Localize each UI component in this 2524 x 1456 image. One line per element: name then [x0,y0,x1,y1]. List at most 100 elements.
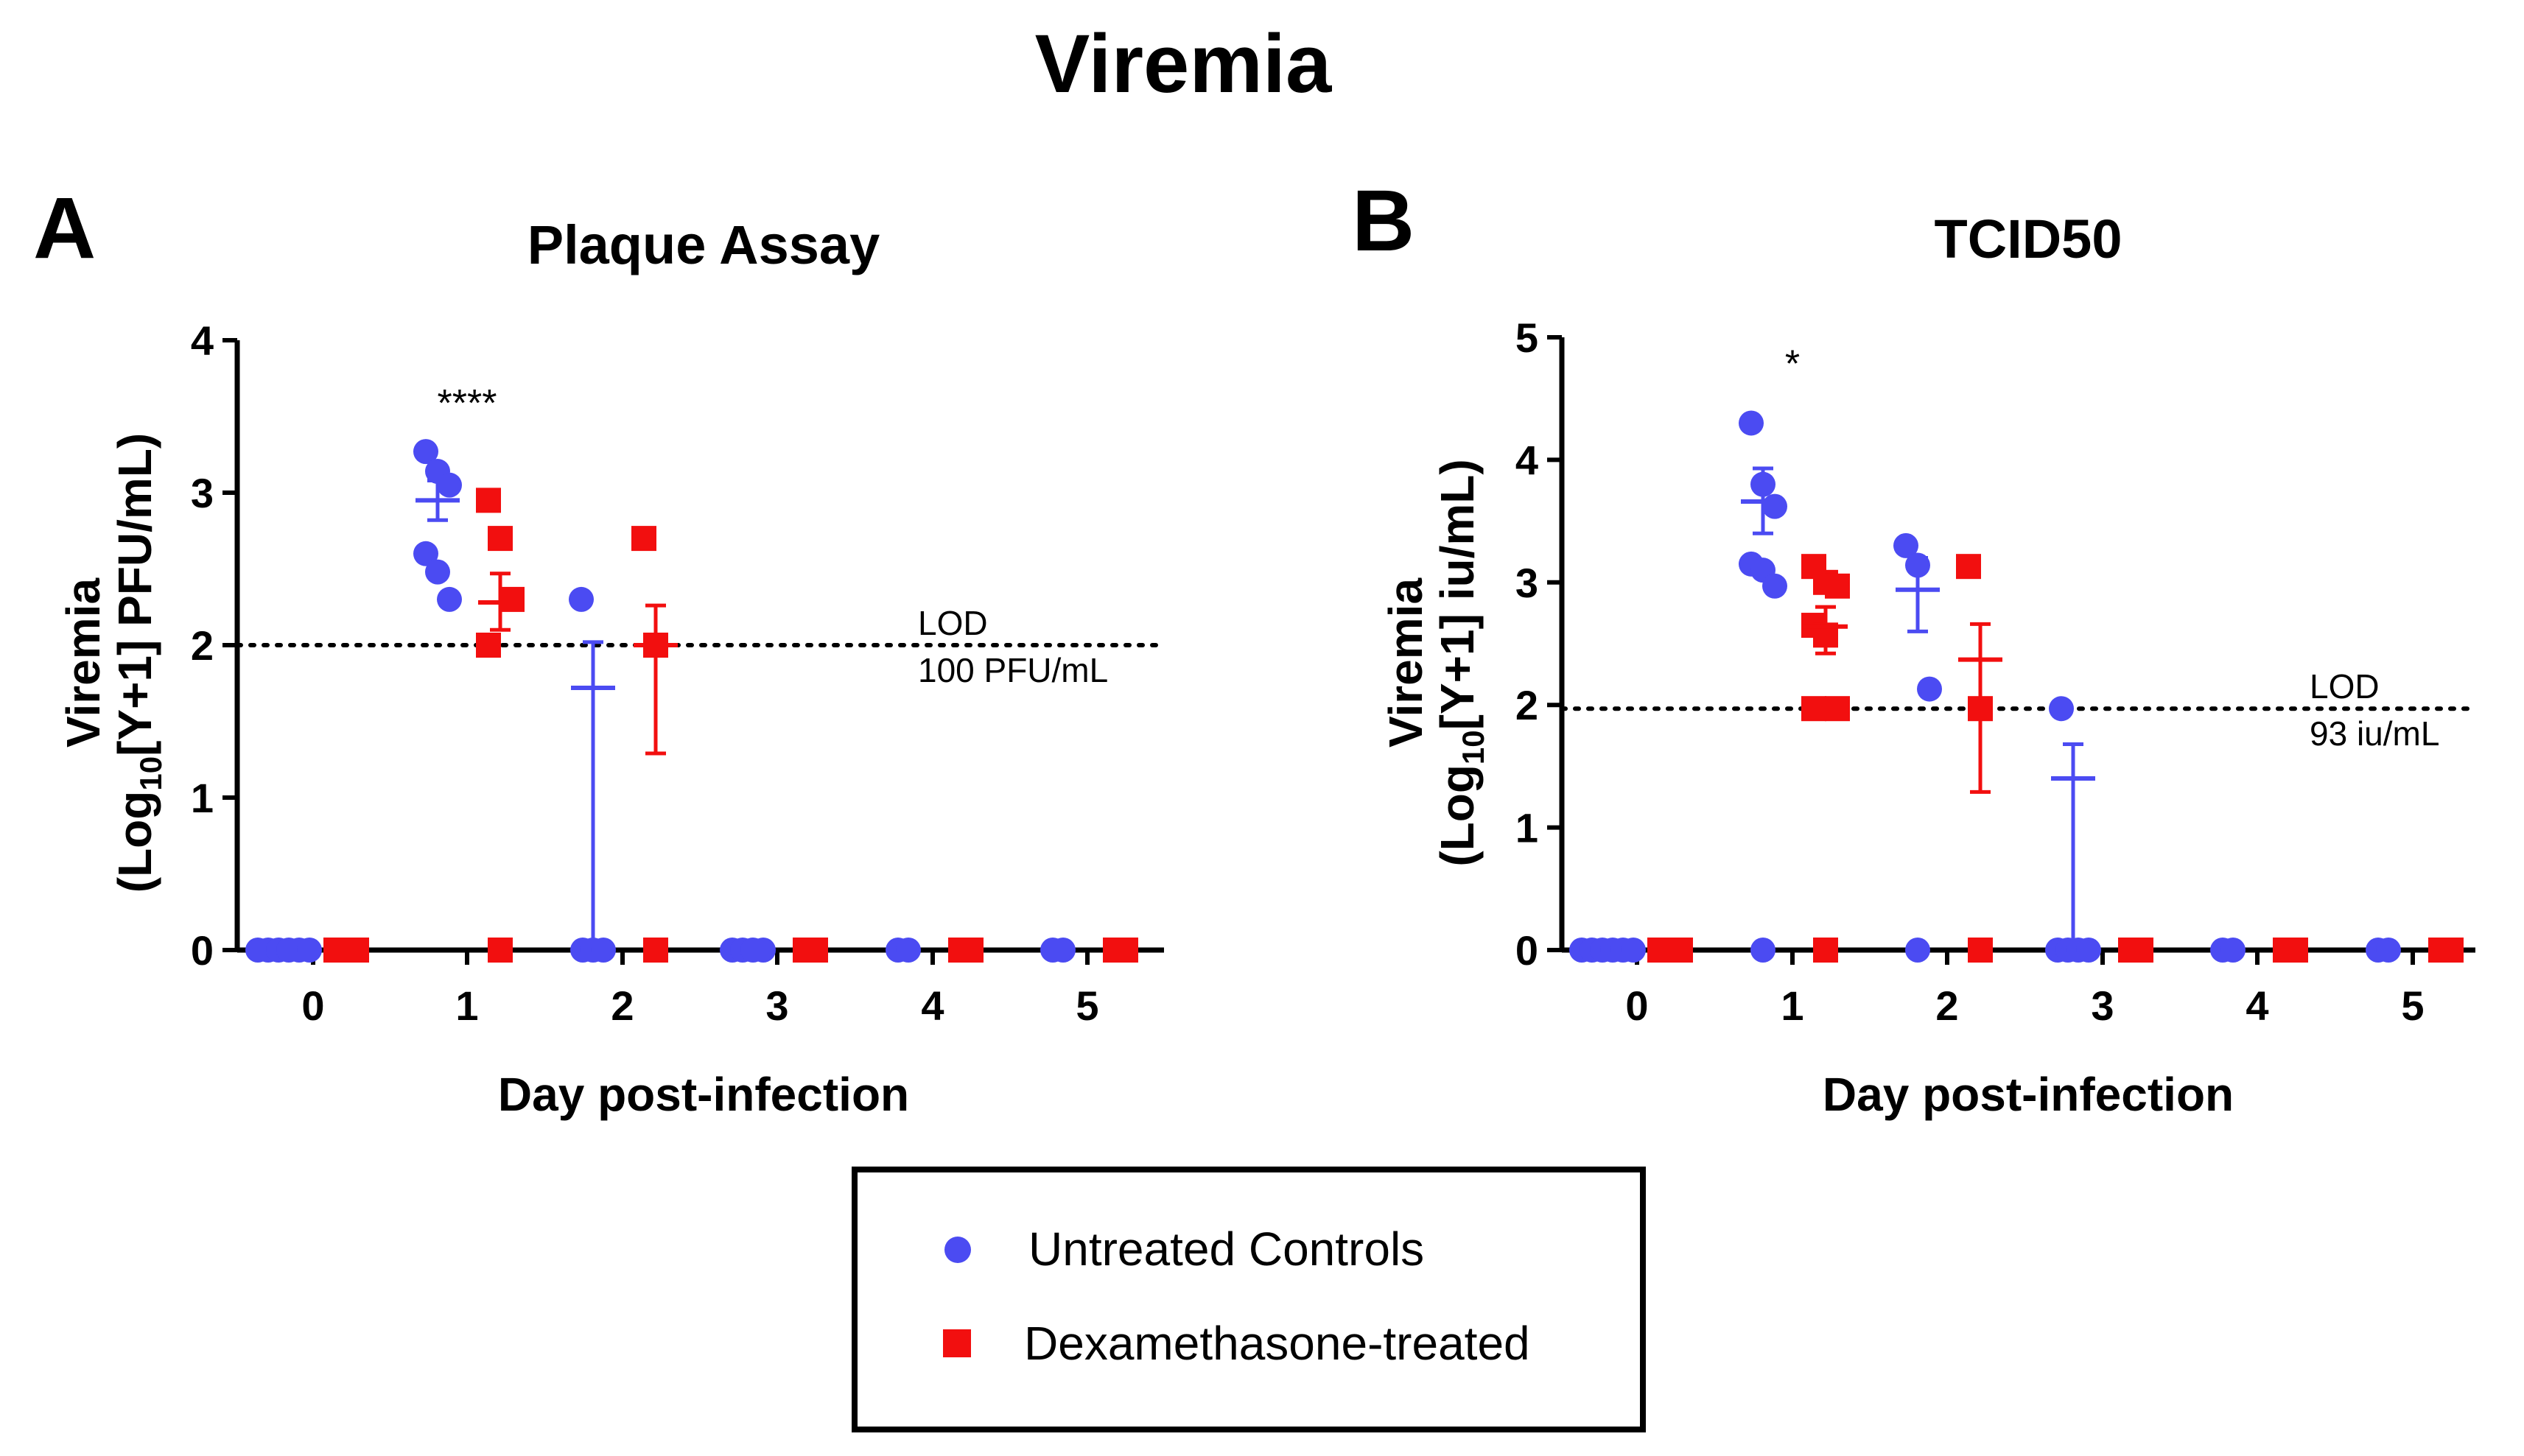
panel-a-y-tick-label: 0 [191,927,214,974]
panel-b-y-axis-label-line2: (Log10[Y+1] iu/mL) [1431,459,1490,866]
panel-a-x-tick-label: 5 [1076,982,1098,1029]
panel-a-ylabel-prefix: (Log [108,791,161,893]
panel-b-dexamethasone-point [2128,938,2153,963]
panel-a-lod-label: LOD [918,604,988,642]
panel-b-untreated-point [1905,938,1930,963]
panel-a-ylabel-sub: 10 [133,756,168,791]
panel-b-untreated-point [2049,696,2074,722]
panel-a-y-tick-label: 1 [191,775,214,821]
panel-a-dexamethasone-point [476,488,501,513]
panel-a-dexamethasone-point [643,938,668,963]
legend: Untreated Controls Dexamethasone-treated [852,1167,1646,1432]
legend-untreated-label: Untreated Controls [1028,1223,1424,1276]
panel-b-untreated-point [2076,938,2101,963]
panel-b-y-tick-label: 2 [1515,682,1538,728]
panel-a-y-tick-label: 4 [191,317,214,364]
panel-b-untreated-point [1917,676,1942,702]
panel-b: B TCID50 Day post-infection Viremia (Log… [1352,172,2478,1121]
panel-a-untreated-point [437,586,462,612]
panel-b-y-tick-label: 4 [1515,437,1538,483]
panel-a-y-tick-label: 2 [191,622,214,669]
panel-b-untreated-point [1750,938,1775,963]
panel-a-untreated-point [569,586,594,612]
panel-b-lod-label: LOD [2310,667,2380,706]
panel-b-y-tick-label: 3 [1515,560,1538,606]
panel-a-untreated-point [1051,938,1076,963]
panel-a-untreated-point [297,938,322,963]
panel-b-significance-label: * [1785,342,1800,385]
panel-a-letter: A [33,180,96,277]
panel-b-x-tick-label: 0 [1625,982,1648,1029]
panel-b-y-tick-label: 0 [1515,927,1538,974]
panel-b-x-tick-label: 4 [2246,982,2268,1029]
panel-a-significance-label: **** [438,382,497,425]
panel-a-dexamethasone-point [344,938,369,963]
panel-b-y-tick-label: 1 [1515,805,1538,851]
panel-a: A Plaque Assay Day post-infection Viremi… [33,180,1164,1121]
panel-b-y-axis-label-line1: Viremia [1379,578,1432,748]
panel-b-untreated-point [1762,573,1787,599]
panel-b-untreated-point [2220,938,2246,963]
panel-b-untreated-point [1893,532,1918,558]
panel-b-title: TCID50 [1935,208,2122,270]
panel-a-dexamethasone-point [631,526,656,552]
panel-a-x-tick-label: 3 [765,982,788,1029]
panel-a-y-axis-label: Viremia (Log10[Y+1] PFU/mL) [57,433,168,893]
panel-a-x-tick-label: 2 [611,982,634,1029]
panel-a-plot: 0 1 2 3 4 0 1 2 3 4 5 LOD 100 PFU/mL **** [191,317,1164,1029]
panel-a-y-axis-label-line2: (Log10[Y+1] PFU/mL) [108,433,168,893]
panel-a-x-tick-label: 1 [455,982,478,1029]
legend-dexamethasone-label: Dexamethasone-treated [1024,1317,1530,1370]
panel-a-x-tick-label: 4 [921,982,944,1029]
panel-a-y-axis-label-line1: Viremia [57,578,110,748]
panel-b-plot: 0 1 2 3 4 5 0 1 2 3 4 5 LOD 93 iu/mL * [1515,314,2478,1029]
panel-a-untreated-point [751,938,776,963]
panel-b-dexamethasone-point [1968,938,1993,963]
legend-dexamethasone-marker [943,1329,971,1357]
legend-untreated-marker [944,1237,971,1263]
panel-b-dexamethasone-point [1825,573,1850,599]
panel-a-untreated-point [413,541,438,566]
panel-b-untreated-point [1762,493,1787,519]
panel-b-dexamethasone-point [1956,554,1981,580]
legend-box [852,1167,1646,1432]
panel-a-dexamethasone-point [499,586,525,612]
panel-b-x-tick-label: 1 [1781,982,1803,1029]
panel-b-x-axis-label: Day post-infection [1823,1068,2234,1121]
panel-b-ylabel-suffix: [Y+1] iu/mL) [1431,459,1484,730]
panel-a-y-tick-label: 3 [191,470,214,516]
panel-a-dexamethasone-point [488,526,513,552]
panel-b-lod-value-label: 93 iu/mL [2310,714,2439,753]
panel-b-y-tick-label: 5 [1515,314,1538,361]
panel-a-dexamethasone-point [488,938,513,963]
panel-a-dexamethasone-point [958,938,984,963]
panel-b-letter: B [1352,172,1415,270]
panel-b-x-tick-label: 5 [2401,982,2424,1029]
panel-b-ylabel-sub: 10 [1456,730,1490,764]
panel-b-untreated-point [1621,938,1646,963]
panel-b-dexamethasone-point [2283,938,2308,963]
panel-b-dexamethasone-point [2439,938,2464,963]
panel-a-untreated-point [437,472,462,498]
panel-b-dexamethasone-point [1813,938,1838,963]
panel-b-x-tick-label: 3 [2091,982,2114,1029]
panel-a-untreated-point [425,559,450,585]
panel-a-untreated-point [896,938,921,963]
panel-a-dexamethasone-point [476,633,501,658]
panel-a-untreated-point [413,439,438,465]
panel-b-untreated-point [1739,410,1764,436]
panel-b-x-tick-label: 2 [1935,982,1958,1029]
panel-a-x-axis-label: Day post-infection [498,1068,909,1121]
panel-a-dexamethasone-point [1113,938,1138,963]
panel-a-title: Plaque Assay [527,214,880,275]
panel-a-lod-value-label: 100 PFU/mL [918,651,1108,689]
panel-b-dexamethasone-point [1668,938,1693,963]
panel-a-dexamethasone-point [803,938,828,963]
panel-a-x-tick-label: 0 [301,982,324,1029]
panel-b-dexamethasone-point [1801,696,1826,722]
figure-title: Viremia [1035,18,1332,110]
panel-b-untreated-point [2376,938,2401,963]
panel-a-untreated-point [591,938,616,963]
panel-b-y-axis-label: Viremia (Log10[Y+1] iu/mL) [1379,459,1490,866]
